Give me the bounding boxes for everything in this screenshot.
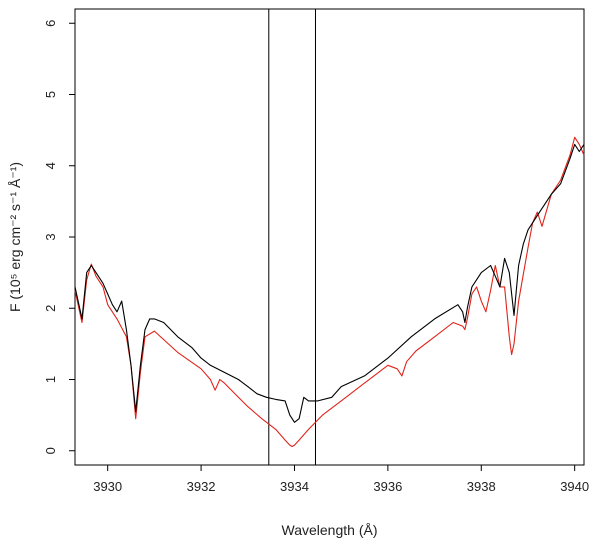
x-tick-label: 3934 xyxy=(280,479,309,494)
x-axis-title: Wavelength (Å) xyxy=(282,522,378,538)
x-tick-label: 3938 xyxy=(467,479,496,494)
y-tick-label: 5 xyxy=(43,91,58,98)
series-layer xyxy=(74,136,585,448)
y-axis: 0 1 2 3 4 5 6 xyxy=(43,20,75,454)
series-line-2 xyxy=(74,136,585,448)
plot-frame xyxy=(74,8,585,466)
y-tick-label: 1 xyxy=(43,376,58,383)
series-line-1 xyxy=(74,143,585,423)
y-tick-label: 3 xyxy=(43,233,58,240)
y-tick-label: 4 xyxy=(43,162,58,169)
x-tick-label: 3932 xyxy=(187,479,216,494)
x-tick-label: 3940 xyxy=(560,479,589,494)
y-tick-label: 0 xyxy=(43,447,58,454)
vertical-markers xyxy=(268,9,316,465)
x-axis: 3930 3932 3934 3936 3938 3940 xyxy=(93,465,589,494)
y-axis-title: F (10⁵ erg cm⁻² s⁻¹ Å⁻¹) xyxy=(7,162,23,312)
x-tick-label: 3936 xyxy=(373,479,402,494)
x-tick-label: 3930 xyxy=(93,479,122,494)
y-tick-label: 6 xyxy=(43,20,58,27)
y-tick-label: 2 xyxy=(43,305,58,312)
